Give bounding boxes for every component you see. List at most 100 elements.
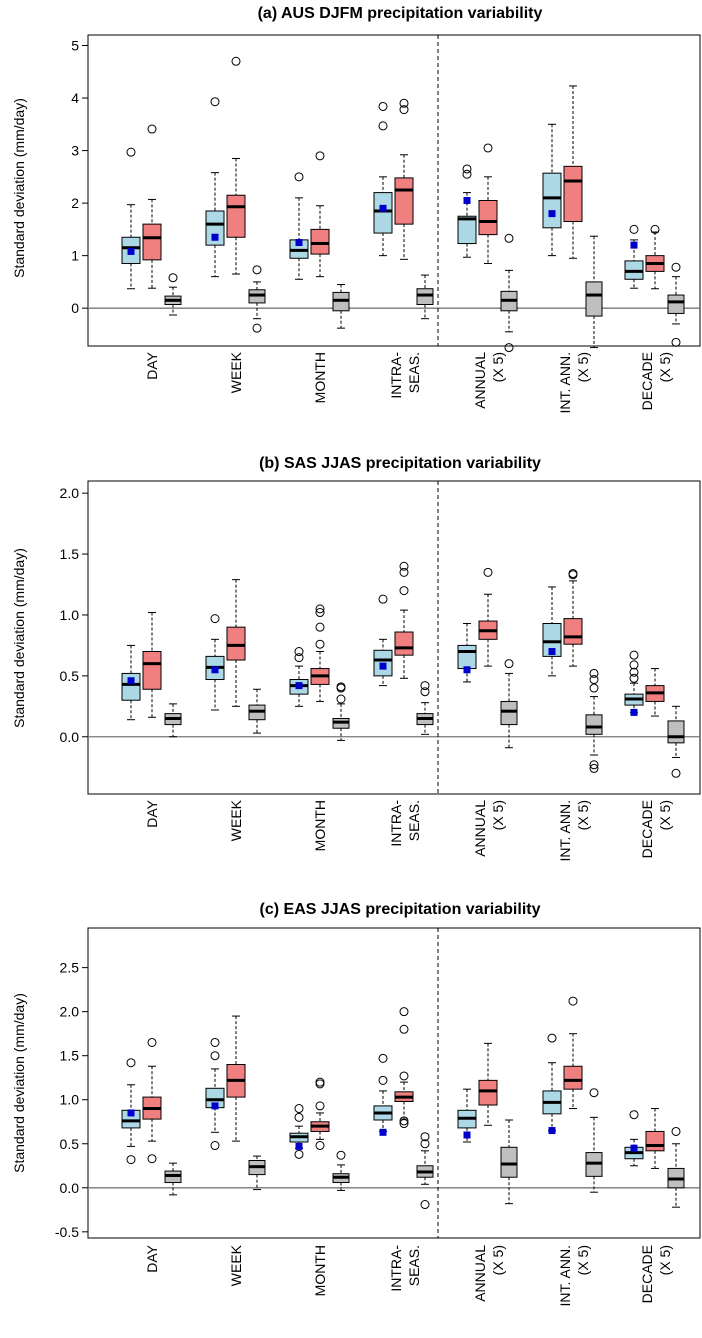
box-body	[478, 199, 498, 236]
category-label: DAY	[144, 351, 160, 379]
box-gray	[248, 265, 266, 333]
outlier-point	[420, 681, 430, 691]
outlier-point	[315, 1141, 325, 1151]
category-label-line: (X 5)	[490, 352, 506, 382]
category-label-line: (X 5)	[575, 1245, 591, 1275]
category-label-line: DAY	[144, 351, 160, 379]
box-gray	[416, 1132, 434, 1210]
outlier-point	[315, 1079, 325, 1089]
box-group	[457, 143, 518, 353]
outlier-point	[589, 763, 599, 773]
outlier-point	[671, 768, 681, 778]
outlier-point	[399, 567, 409, 577]
outlier-point	[462, 169, 472, 179]
outlier-point	[589, 675, 599, 685]
box-blue	[457, 164, 477, 258]
box-blue	[542, 586, 562, 677]
plot-frame	[87, 480, 701, 795]
box-gray	[416, 681, 434, 735]
outlier-point	[126, 147, 136, 157]
y-tick-label: 4	[71, 90, 79, 106]
box-blue	[121, 644, 141, 721]
outlier-point	[399, 586, 409, 596]
box-red	[478, 1042, 498, 1126]
box-blue	[205, 1037, 225, 1151]
outlier-point	[294, 1112, 304, 1122]
box-blue	[457, 622, 477, 683]
panel-title: (c) EAS JJAS precipitation variability	[260, 901, 541, 918]
box-blue	[373, 594, 393, 687]
outlier-point	[504, 343, 514, 353]
box-gray	[248, 688, 266, 734]
outlier-point	[315, 1077, 325, 1087]
observed-marker	[211, 233, 219, 241]
box-blue	[373, 1053, 393, 1136]
box-body	[645, 1130, 665, 1152]
outlier-point	[420, 1139, 430, 1149]
outlier-point	[378, 1075, 388, 1085]
box-blue	[289, 1104, 309, 1159]
category-label-line: DECADE	[639, 1245, 655, 1303]
outlier-point	[315, 608, 325, 618]
outlier-point	[399, 105, 409, 115]
outlier-point	[589, 1088, 599, 1098]
outlier-point	[629, 1110, 639, 1120]
box-blue	[542, 1033, 562, 1135]
y-tick-label: 0.5	[60, 1136, 80, 1152]
y-tick-label: 1.5	[60, 1048, 80, 1064]
outlier-point	[294, 1149, 304, 1159]
box-body	[563, 165, 583, 222]
box-body	[226, 194, 246, 238]
category-label-line: INTRA-	[388, 800, 404, 847]
category-label-line: INTRA-	[388, 1245, 404, 1292]
y-axis-label: Standard deviation (mm/day)	[11, 993, 27, 1173]
category-label: DECADE (X 5)	[639, 1245, 673, 1303]
box-group	[542, 569, 603, 773]
observed-marker	[379, 662, 387, 670]
category-label: ANNUAL (X 5)	[472, 800, 506, 857]
outlier-point	[629, 650, 639, 660]
outlier-point	[420, 687, 430, 697]
outlier-point	[126, 1155, 136, 1165]
category-label-line: DAY	[144, 1244, 160, 1272]
outlier-point	[336, 682, 346, 692]
y-tick-label: 1	[71, 248, 79, 264]
observed-marker	[211, 1102, 219, 1110]
box-group	[373, 561, 434, 735]
outlier-point	[378, 121, 388, 131]
outlier-point	[671, 1126, 681, 1136]
box-group	[289, 604, 350, 741]
panel-title: (a) AUS DJFM precipitation variability	[258, 5, 543, 22]
category-label-line: (X 5)	[657, 800, 673, 830]
category-label: WEEK	[228, 351, 244, 393]
box-group	[542, 85, 603, 349]
category-label-line: ANNUAL	[472, 352, 488, 409]
outlier-point	[210, 97, 220, 107]
outlier-point	[168, 273, 178, 283]
outlier-point	[378, 1053, 388, 1063]
category-label-line: SEAS.	[406, 352, 422, 393]
y-tick-label: -0.5	[55, 1224, 79, 1240]
box-red	[563, 85, 583, 259]
outlier-point	[378, 594, 388, 604]
observed-marker	[463, 196, 471, 204]
outlier-point	[568, 996, 578, 1006]
box-gray	[667, 262, 685, 347]
y-tick-label: 5	[71, 38, 79, 54]
outlier-point	[399, 98, 409, 108]
box-body	[585, 714, 603, 735]
box-gray	[164, 273, 182, 316]
box-gray	[585, 235, 603, 349]
box-red	[478, 567, 498, 667]
category-label: INT. ANN. (X 5)	[557, 1245, 591, 1306]
outlier-point	[399, 1119, 409, 1129]
category-label-line: INT. ANN.	[557, 1245, 573, 1306]
panel-1: (a) AUS DJFM precipitation variability St…	[11, 5, 701, 413]
observed-marker	[630, 1144, 638, 1152]
outlier-point	[210, 1051, 220, 1061]
observed-marker	[548, 648, 556, 656]
y-tick-label: 1.0	[60, 1092, 80, 1108]
outlier-point	[399, 561, 409, 571]
box-body	[457, 215, 477, 245]
observed-marker	[295, 1142, 303, 1150]
